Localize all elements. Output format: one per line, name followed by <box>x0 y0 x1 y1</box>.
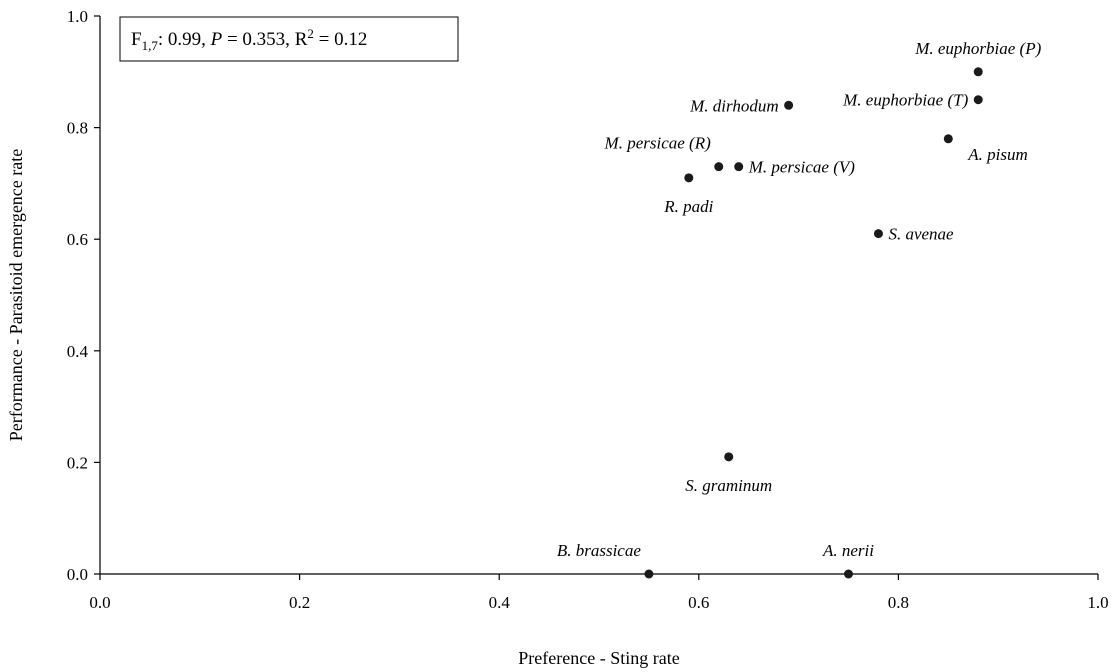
stats-df-subscript: 1,7 <box>142 38 159 53</box>
y-tick-label: 0.8 <box>67 119 88 138</box>
x-tick-label: 0.0 <box>89 593 110 612</box>
point-label: M. persicae (R) <box>604 134 712 153</box>
x-tick-label: 0.2 <box>289 593 310 612</box>
stats-f-value: : 0.99, <box>158 29 211 50</box>
data-point <box>644 569 654 579</box>
y-tick-label: 0.2 <box>67 453 88 472</box>
x-tick-label: 1.0 <box>1087 593 1108 612</box>
y-tick-label: 0.0 <box>67 565 88 584</box>
stats-r-superscript: 2 <box>307 26 314 41</box>
stats-box-border <box>119 16 459 62</box>
data-point <box>973 95 983 105</box>
stats-f-symbol: F <box>131 29 142 50</box>
x-tick-label: 0.4 <box>489 593 511 612</box>
data-point <box>714 162 724 172</box>
point-label: M. persicae (V) <box>748 158 856 177</box>
y-ticks: 0.0 0.2 0.4 0.6 0.8 1.0 <box>67 7 100 584</box>
data-point <box>973 67 983 77</box>
point-label: M. dirhodum <box>689 96 778 115</box>
x-axis-title: Preference - Sting rate <box>518 648 679 668</box>
data-point <box>844 569 853 579</box>
data-point <box>943 134 953 144</box>
stats-annotation: F1,7: 0.99, P = 0.353, R2 = 0.12 <box>131 26 367 53</box>
stats-annotation-box: F1,7: 0.99, P = 0.353, R2 = 0.12 <box>119 16 459 62</box>
stats-p-symbol: P <box>210 29 223 50</box>
axes: 0.0 0.2 0.4 0.6 0.8 1.0 0.0 0.2 0.4 0.6 0.8 1.0 <box>67 7 1109 612</box>
x-tick-label: 0.8 <box>888 593 909 612</box>
point-label: A. pisum <box>967 145 1028 164</box>
y-tick-label: 0.4 <box>67 342 89 361</box>
x-tick-label: 0.6 <box>688 593 709 612</box>
y-tick-label: 1.0 <box>67 7 88 26</box>
point-label: M. euphorbiae (T) <box>842 91 968 110</box>
data-points <box>644 67 983 579</box>
point-label: S. graminum <box>685 476 772 495</box>
data-point <box>724 452 734 462</box>
stats-r-value: = 0.12 <box>314 29 367 50</box>
stats-p-value: = 0.353, <box>222 29 294 50</box>
point-label: A. nerii <box>822 541 874 560</box>
stats-r-symbol: R <box>295 29 308 50</box>
point-label: S. avenae <box>888 225 954 244</box>
point-labels: M. euphorbiae (P) M. euphorbiae (T) M. dir… <box>557 39 1042 560</box>
y-axis-title: Performance - Parasitoid emergence rate <box>6 149 26 442</box>
data-point <box>873 229 883 239</box>
point-label: B. brassicae <box>557 541 642 560</box>
point-label: M. euphorbiae (P) <box>914 39 1041 58</box>
data-point <box>734 162 744 172</box>
data-point <box>784 100 794 110</box>
point-label: R. padi <box>663 197 713 216</box>
x-ticks: 0.0 0.2 0.4 0.6 0.8 1.0 <box>89 574 1109 612</box>
data-point <box>684 173 694 183</box>
y-tick-label: 0.6 <box>67 230 88 249</box>
